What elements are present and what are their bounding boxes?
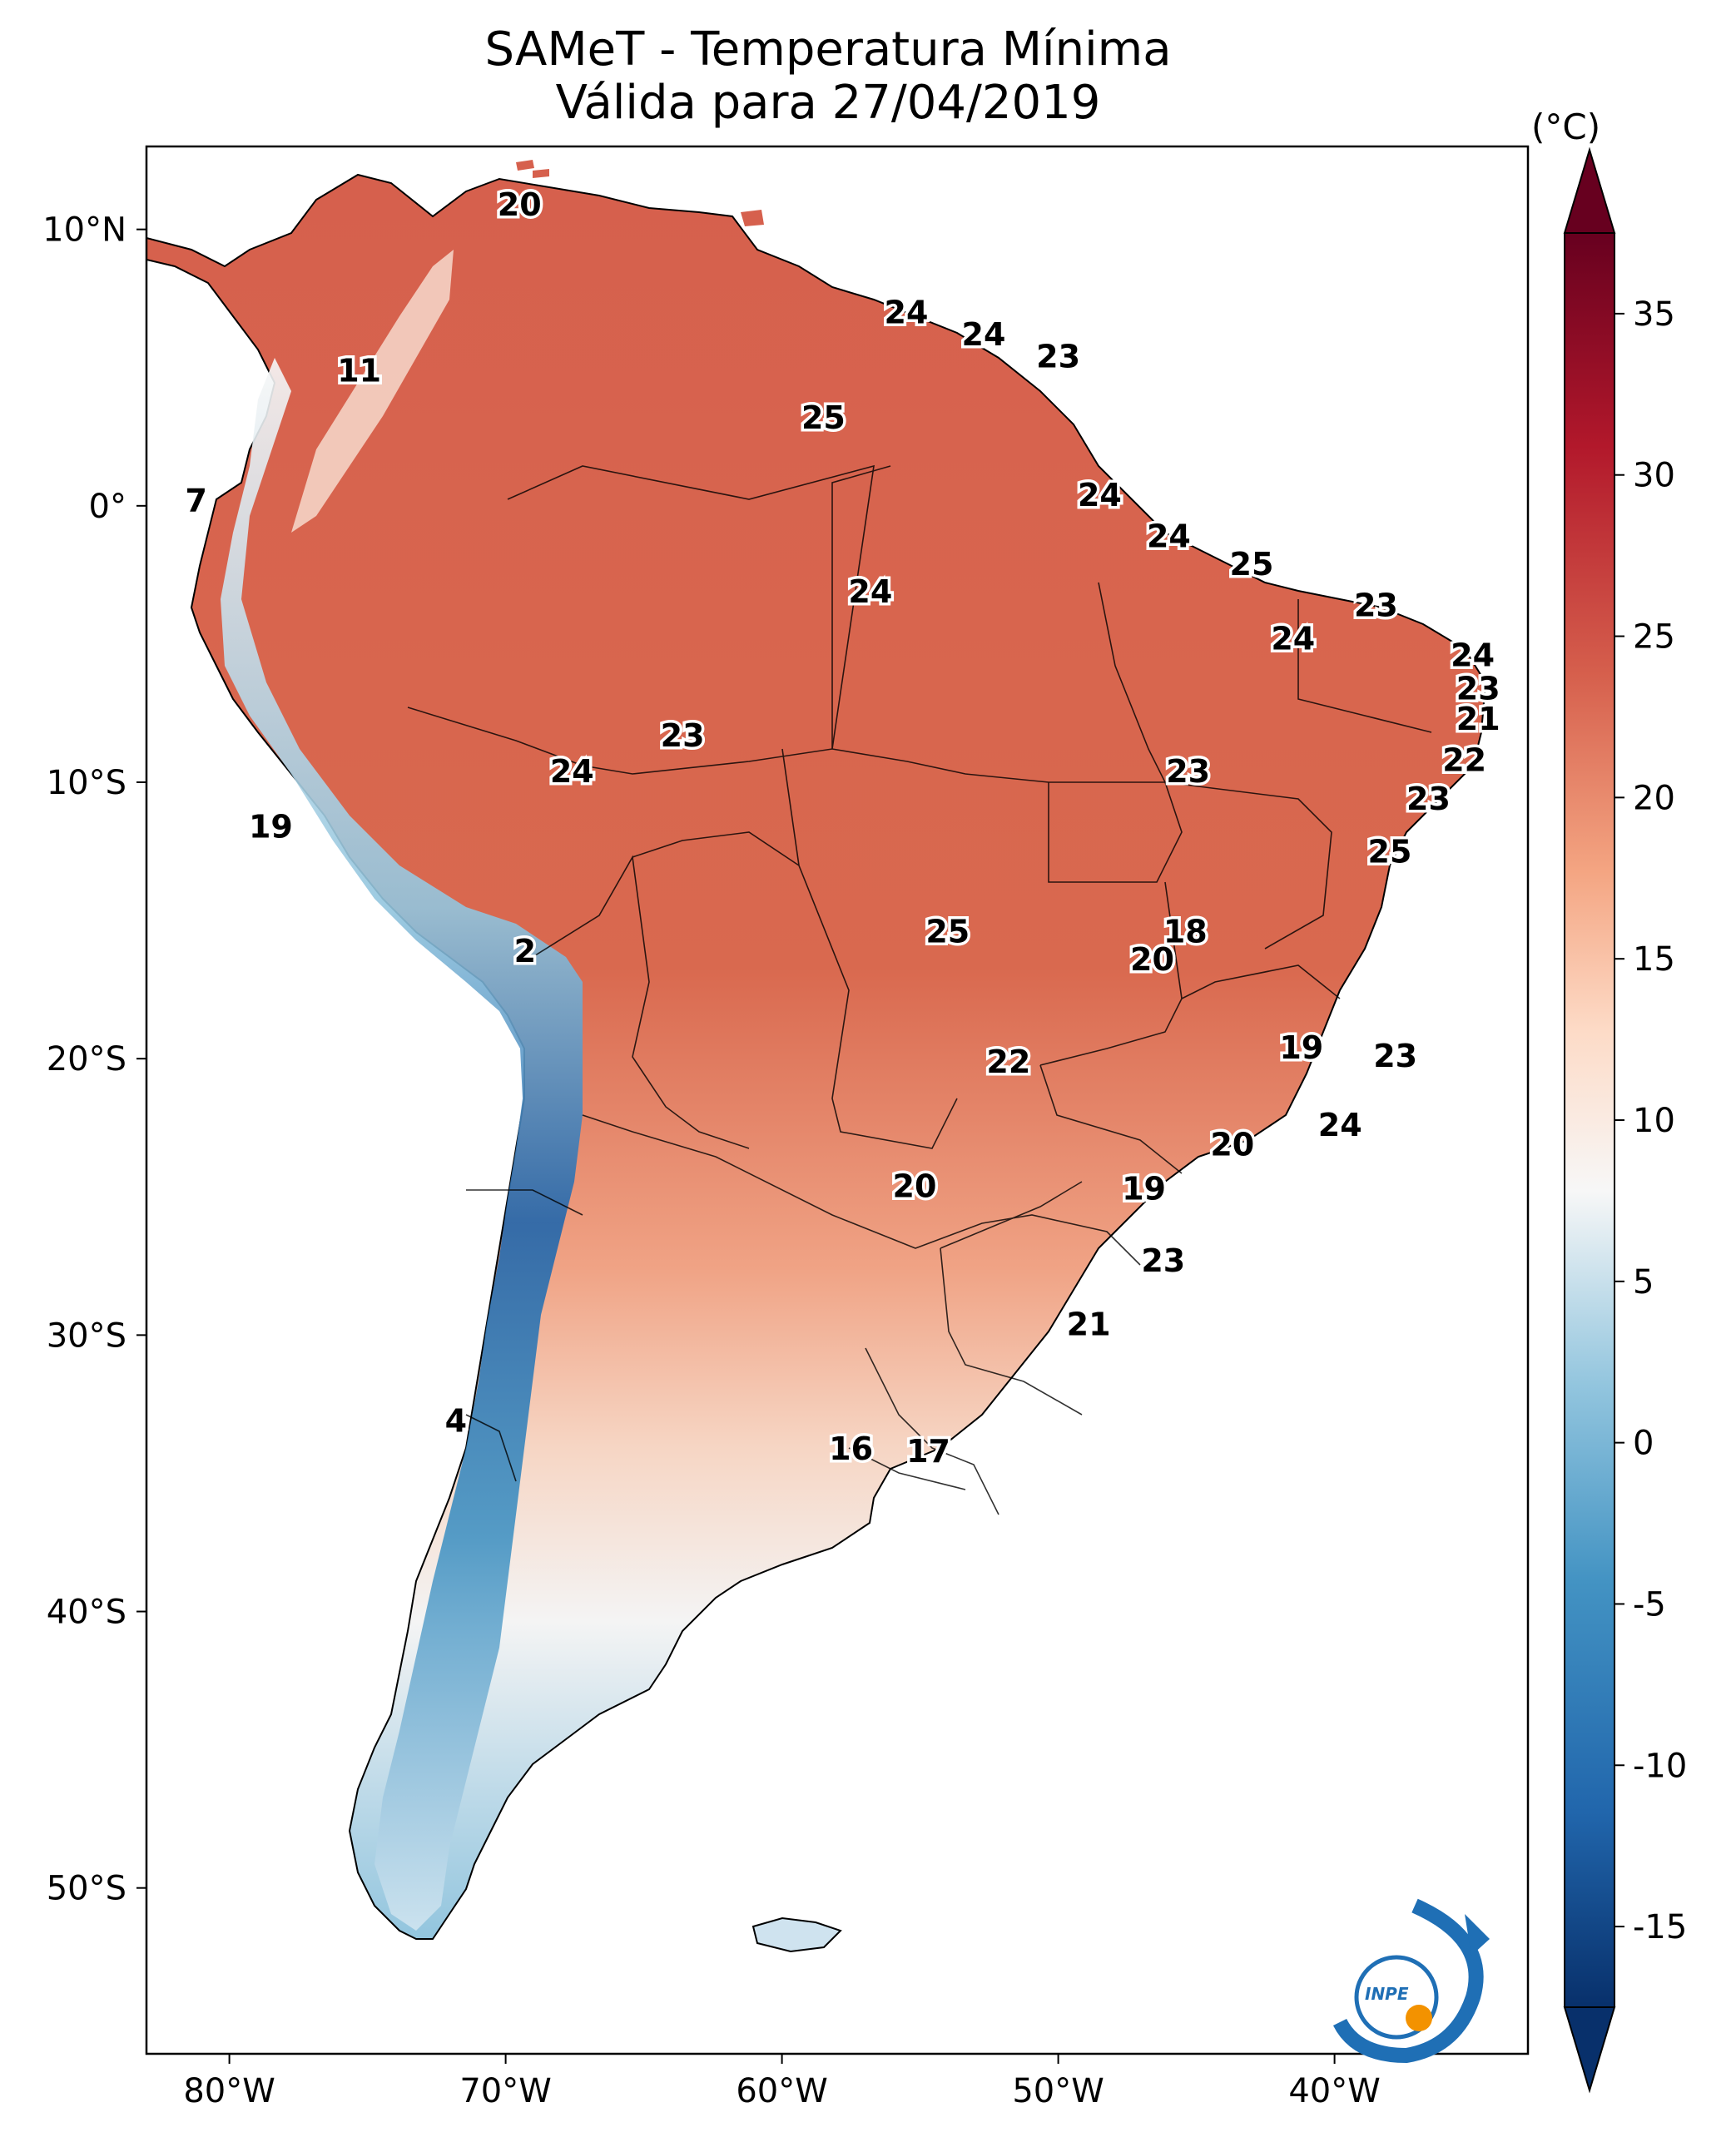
temperature-label: 23 xyxy=(1456,670,1500,707)
colorbar-tick-label: 35 xyxy=(1633,295,1675,334)
colorbar-gradient xyxy=(1564,232,1615,2008)
colorbar-tick-label: 15 xyxy=(1633,940,1675,979)
temperature-label: 23 xyxy=(1166,753,1210,790)
colorbar-ticks: 35 30 25 20 15 10 5 0 -5 -10 -15 xyxy=(1614,295,1687,1946)
temperature-label: 24 xyxy=(1078,477,1122,513)
temperature-label: 21 xyxy=(1067,1306,1111,1342)
temperature-label: 4 xyxy=(445,1403,467,1440)
temperature-label: 23 xyxy=(1036,339,1080,375)
colorbar-units: (°C) xyxy=(1531,107,1601,147)
inpe-logo-orange-dot-icon xyxy=(1406,2005,1432,2031)
temperature-label: 24 xyxy=(1451,637,1495,673)
temperature-label: 2 xyxy=(514,933,536,969)
temperature-label: 19 xyxy=(1279,1029,1323,1066)
temperature-label: 25 xyxy=(925,914,970,950)
axis-ticks: 80°W 70°W 60°W 50°W 40°W 10°N 0° 10°S 20°S 30°S 40… xyxy=(42,211,1381,2110)
temperature-label: 7 xyxy=(186,482,207,518)
colorbar-tick-label: -15 xyxy=(1633,1908,1687,1946)
colorbar-top-extension xyxy=(1563,146,1616,234)
latitude-tick-label: 50°S xyxy=(47,1870,126,1908)
temperature-label: 24 xyxy=(1147,518,1191,555)
map-title-line-2: Válida para 27/04/2019 xyxy=(555,76,1101,130)
colorbar-bottom-extension xyxy=(1563,2006,1616,2094)
map-frame xyxy=(145,145,1530,2055)
colombian-highlands xyxy=(291,250,454,533)
inpe-logo: INPE xyxy=(1332,1898,1490,2064)
temperature-label: 19 xyxy=(249,808,293,845)
temperature-label: 24 xyxy=(848,573,892,610)
colorbar-tick-label: 20 xyxy=(1633,779,1675,817)
temperature-label: 21 xyxy=(1456,701,1500,737)
temperature-label: 20 xyxy=(1130,941,1174,978)
inpe-logo-circle-icon xyxy=(1354,1955,1439,2040)
inpe-logo-arrow-icon xyxy=(1332,1898,1484,2064)
inpe-arrow-head-icon xyxy=(1465,1914,1490,1956)
temperature-label: 25 xyxy=(1368,833,1412,870)
longitude-tick-label: 40°W xyxy=(1288,2072,1380,2110)
temperature-label: 16 xyxy=(829,1431,873,1467)
temperature-label: 23 xyxy=(1141,1242,1185,1279)
andes-cold-band xyxy=(221,358,583,1931)
longitude-tick-label: 70°W xyxy=(459,2072,551,2110)
temperature-label: 24 xyxy=(1271,621,1315,657)
temperature-label: 23 xyxy=(1406,781,1451,817)
temperature-label: 24 xyxy=(550,753,594,790)
latitude-tick-label: 30°S xyxy=(47,1316,126,1355)
latitude-tick-label: 10°N xyxy=(42,211,126,250)
temperature-label: 24 xyxy=(962,316,1006,353)
colorbar-tick-label: -5 xyxy=(1633,1585,1666,1624)
temperature-label: 23 xyxy=(661,717,705,754)
temperature-label: 22 xyxy=(986,1044,1030,1080)
colorbar-tick-label: 0 xyxy=(1633,1425,1654,1463)
political-borders xyxy=(407,464,1432,1515)
latitude-tick-label: 0° xyxy=(89,488,126,526)
temperature-label: 17 xyxy=(906,1433,950,1470)
longitude-tick-label: 50°W xyxy=(1012,2072,1104,2110)
temperature-label: 24 xyxy=(885,295,929,331)
temperature-label: 23 xyxy=(1354,588,1398,624)
colorbar-tick-label: 5 xyxy=(1633,1263,1654,1302)
colorbar-tick-label: -10 xyxy=(1633,1747,1687,1785)
map-title-line-1: SAMeT - Temperatura Mínima xyxy=(484,22,1172,77)
latitude-tick-label: 10°S xyxy=(47,764,126,802)
temperature-label: 20 xyxy=(1210,1126,1254,1163)
temperature-label: 18 xyxy=(1163,914,1208,950)
temperature-label: 22 xyxy=(1442,742,1486,779)
latitude-tick-label: 40°S xyxy=(47,1594,126,1632)
temperature-label: 19 xyxy=(1122,1171,1166,1207)
falkland-islands xyxy=(751,1916,842,1953)
temperature-label: 25 xyxy=(801,399,846,436)
colorbar-tick-label: 25 xyxy=(1633,618,1675,657)
longitude-tick-label: 80°W xyxy=(183,2072,275,2110)
temperature-label: 25 xyxy=(1230,546,1274,583)
temperature-label: 24 xyxy=(1318,1107,1362,1143)
colorbar: 35 30 25 20 15 10 5 0 -5 -10 -15 xyxy=(1563,146,1687,2094)
temperature-label: 23 xyxy=(1373,1038,1417,1074)
inpe-logo-text: INPE xyxy=(1365,1984,1409,2004)
temperature-field xyxy=(146,160,1487,1953)
temperature-label: 20 xyxy=(498,186,542,223)
temperature-label: 11 xyxy=(337,352,381,389)
latitude-tick-label: 20°S xyxy=(47,1040,126,1078)
colorbar-tick-label: 10 xyxy=(1633,1102,1675,1140)
temperature-label: 20 xyxy=(893,1168,937,1204)
colorbar-tick-label: 30 xyxy=(1633,457,1675,495)
longitude-tick-label: 60°W xyxy=(736,2072,827,2110)
